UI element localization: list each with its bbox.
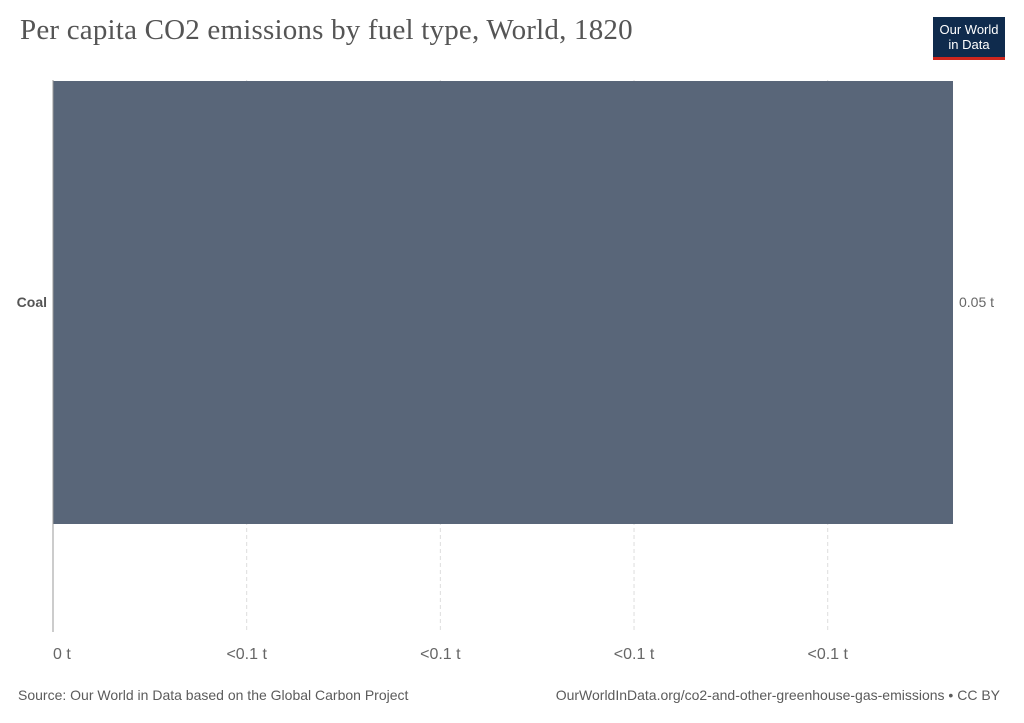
x-tick-label: 0 t: [53, 646, 71, 663]
x-tick-label: <0.1 t: [420, 646, 461, 663]
bar[interactable]: [53, 81, 953, 524]
x-tick-label: <0.1 t: [807, 646, 848, 663]
value-label: 0.05 t: [959, 294, 994, 310]
x-tick-label: <0.1 t: [226, 646, 267, 663]
source-note: Source: Our World in Data based on the G…: [18, 687, 409, 703]
logo-line-1: Our World: [939, 22, 999, 37]
owid-logo[interactable]: Our World in Data: [933, 17, 1005, 60]
chart-title: Per capita CO2 emissions by fuel type, W…: [20, 14, 633, 46]
x-tick-label: <0.1 t: [614, 646, 655, 663]
source-url[interactable]: OurWorldInData.org/co2-and-other-greenho…: [555, 687, 1000, 703]
category-label: Coal: [17, 294, 47, 310]
logo-line-2: in Data: [948, 37, 990, 52]
